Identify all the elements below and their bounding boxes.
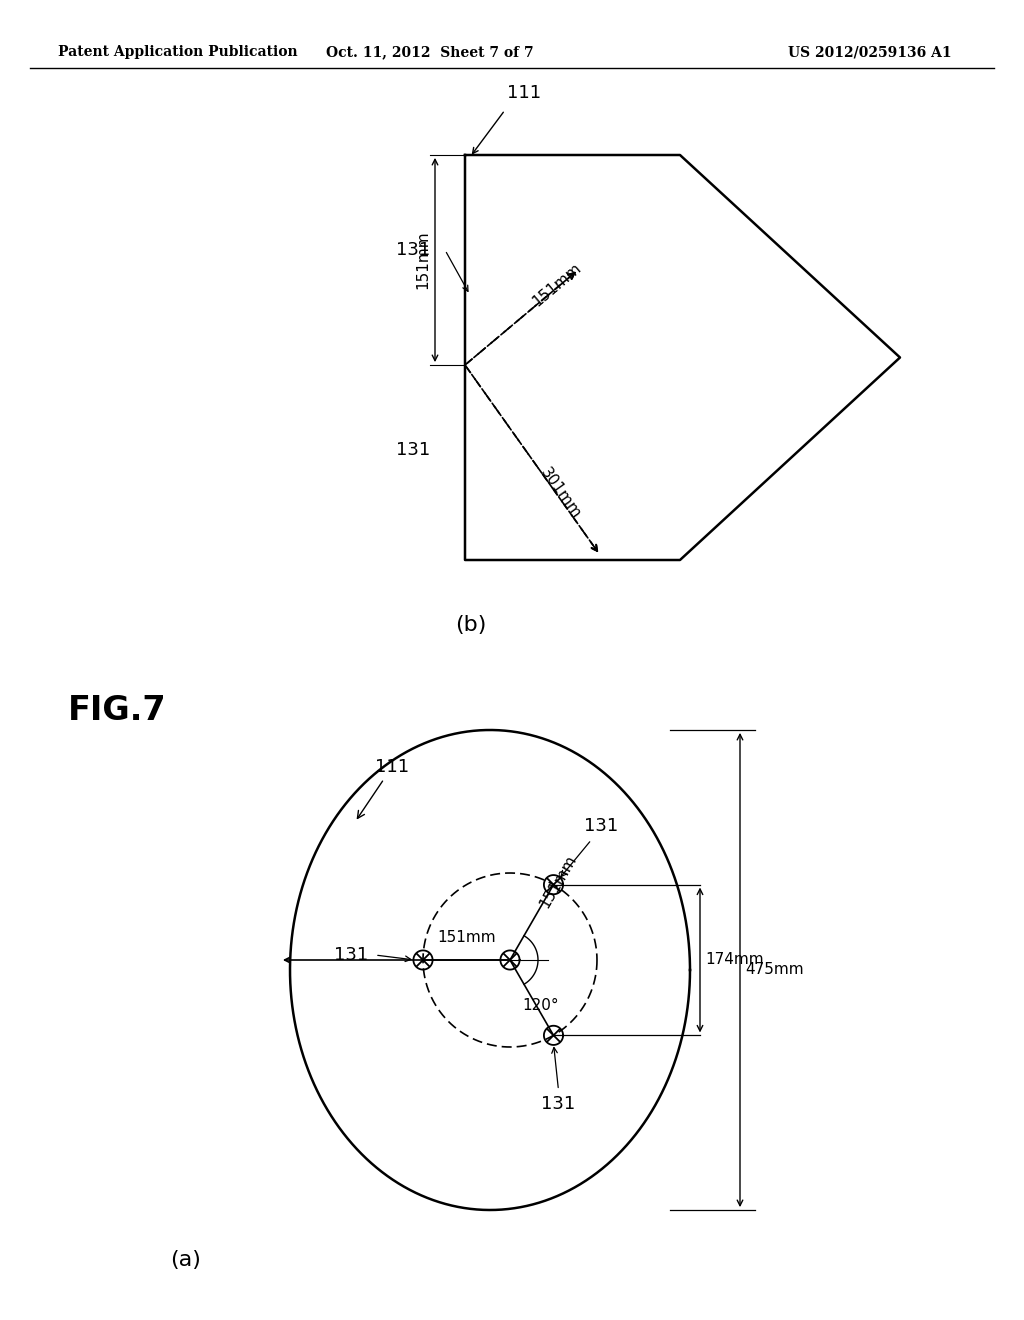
Text: 151mm: 151mm bbox=[437, 931, 496, 945]
Text: 131: 131 bbox=[395, 242, 430, 259]
Text: 151mm: 151mm bbox=[529, 260, 584, 309]
Text: (a): (a) bbox=[170, 1250, 201, 1270]
Text: US 2012/0259136 A1: US 2012/0259136 A1 bbox=[788, 45, 952, 59]
Text: 131: 131 bbox=[542, 1096, 575, 1113]
Text: 475mm: 475mm bbox=[745, 962, 804, 978]
Text: 120°: 120° bbox=[522, 998, 559, 1012]
Text: 131: 131 bbox=[395, 441, 430, 459]
Text: 111: 111 bbox=[507, 84, 541, 102]
Text: 131: 131 bbox=[334, 946, 368, 964]
Text: 111: 111 bbox=[357, 758, 410, 818]
Text: 131: 131 bbox=[584, 817, 617, 834]
Text: Patent Application Publication: Patent Application Publication bbox=[58, 45, 298, 59]
Text: (b): (b) bbox=[455, 615, 486, 635]
Text: 151mm: 151mm bbox=[415, 231, 430, 289]
Text: Oct. 11, 2012  Sheet 7 of 7: Oct. 11, 2012 Sheet 7 of 7 bbox=[327, 45, 534, 59]
Text: FIG.7: FIG.7 bbox=[68, 693, 167, 726]
Text: 174mm: 174mm bbox=[705, 953, 764, 968]
Text: 301mm: 301mm bbox=[538, 465, 584, 521]
Text: 151mm: 151mm bbox=[537, 851, 579, 911]
